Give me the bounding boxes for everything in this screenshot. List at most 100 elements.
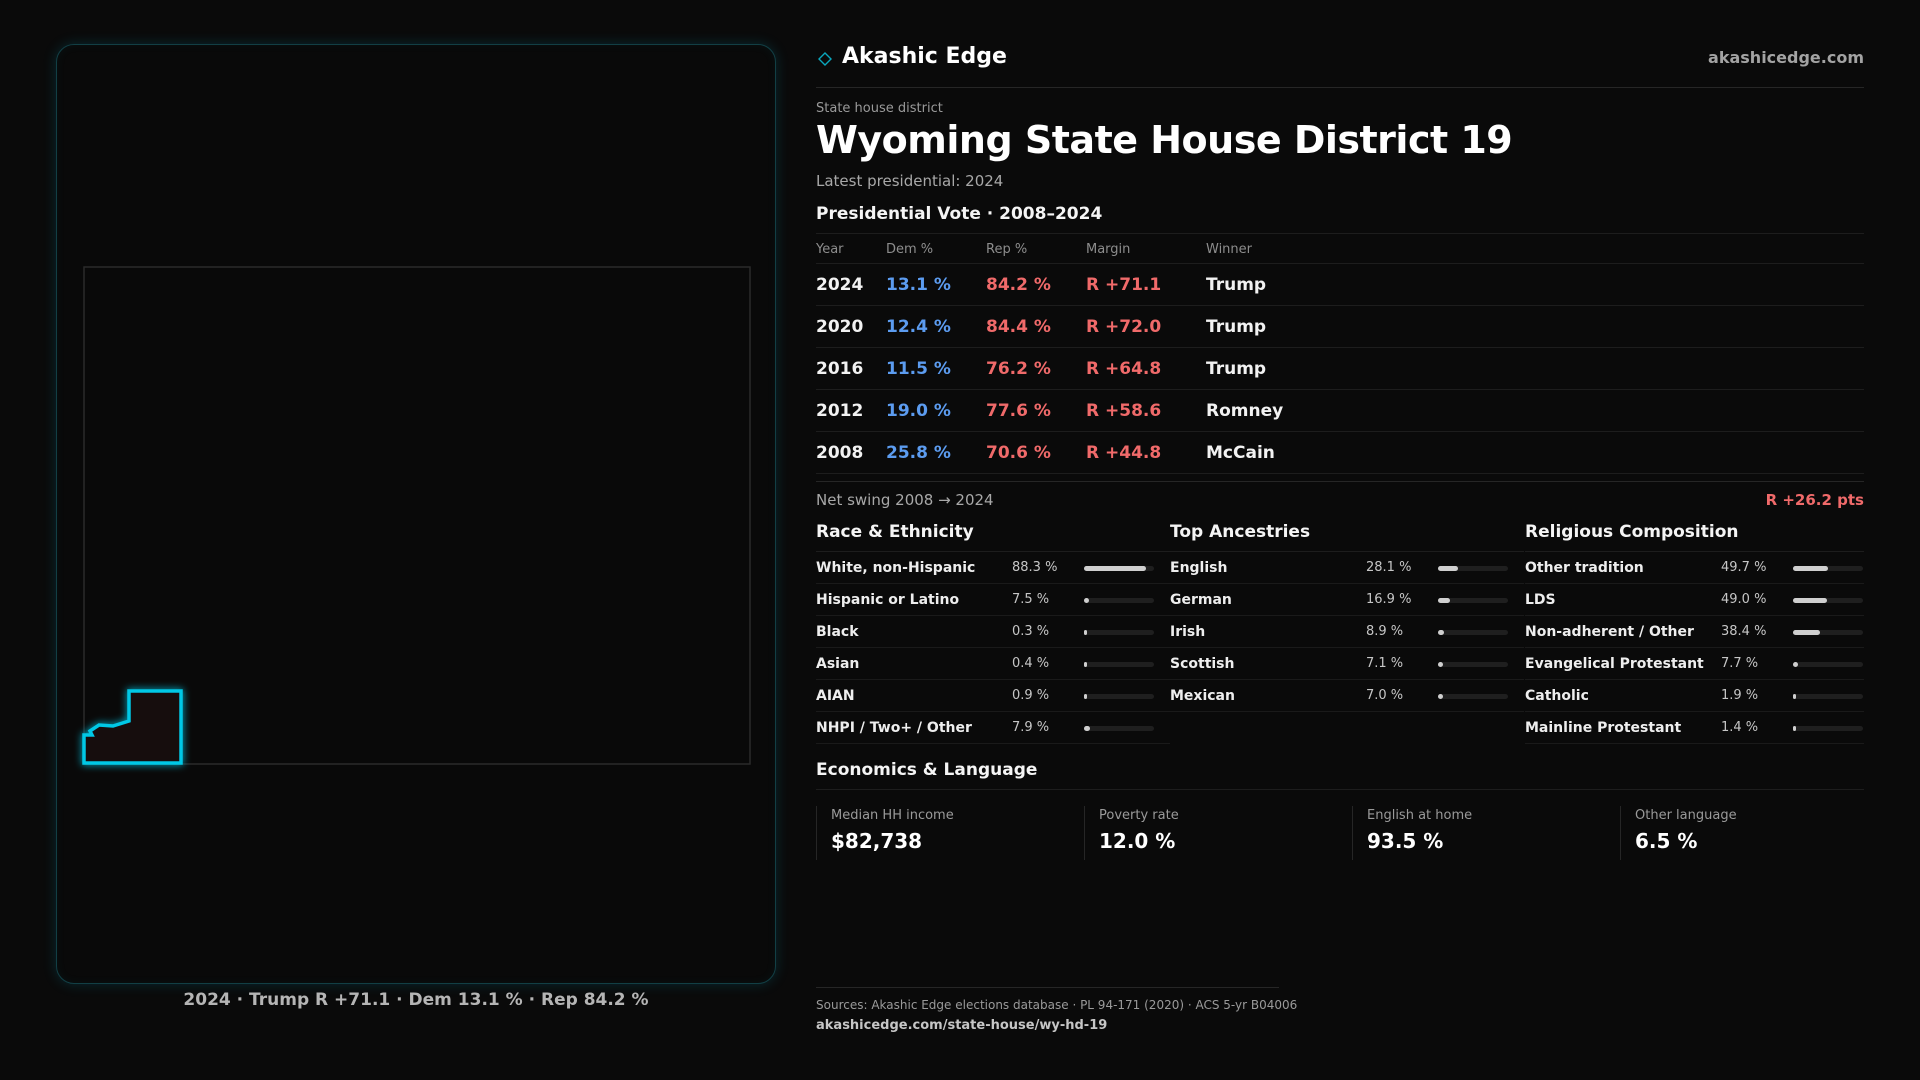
brand-url-link[interactable]: akashicedge.com xyxy=(1708,48,1864,67)
stat-value: 12.0 % xyxy=(1099,829,1176,853)
district-type-label: State house district xyxy=(816,101,943,116)
list-item: Mainline Protestant 1.4 % xyxy=(1525,712,1864,744)
stat-label: Poverty rate xyxy=(1099,808,1179,823)
share-bar-fill xyxy=(1793,662,1799,667)
share-bar xyxy=(1793,598,1863,603)
table-end-rule xyxy=(816,473,1864,474)
stat-label: Other language xyxy=(1635,808,1737,823)
table-row: 2024 13.1 % 84.2 % R +71.1 Trump xyxy=(816,263,1864,305)
margin-cell: R +58.6 xyxy=(1086,401,1162,421)
stat-value: $82,738 xyxy=(831,829,923,853)
rep-cell: 77.6 % xyxy=(986,401,1051,421)
diamond-icon xyxy=(818,52,832,66)
share-bar xyxy=(1438,662,1508,667)
poverty-rate-card: Poverty rate 12.0 % xyxy=(1084,806,1334,860)
item-label: German xyxy=(1170,592,1232,608)
col-header-year: Year xyxy=(816,242,844,257)
list-item: White, non-Hispanic 88.3 % xyxy=(816,552,1170,584)
share-bar-fill xyxy=(1084,662,1087,667)
table-row: 2020 12.4 % 84.4 % R +72.0 Trump xyxy=(816,305,1864,347)
district-map-panel[interactable] xyxy=(56,44,776,984)
item-label: Asian xyxy=(816,656,860,672)
share-bar-fill xyxy=(1084,694,1087,699)
share-bar-fill xyxy=(1438,566,1458,571)
dem-cell: 11.5 % xyxy=(886,359,951,379)
share-bar xyxy=(1084,662,1154,667)
map-caption: 2024 · Trump R +71.1 · Dem 13.1 % · Rep … xyxy=(183,990,649,1010)
table-header-row: Year Dem % Rep % Margin Winner xyxy=(816,233,1864,263)
dem-cell: 12.4 % xyxy=(886,317,951,337)
item-label: AIAN xyxy=(816,688,855,704)
item-value: 88.3 % xyxy=(1012,560,1058,575)
item-label: NHPI / Two+ / Other xyxy=(816,720,972,736)
presidential-vote-table: Year Dem % Rep % Margin Winner 2024 13.1… xyxy=(816,233,1864,474)
item-value: 28.1 % xyxy=(1366,560,1412,575)
share-bar-fill xyxy=(1438,694,1443,699)
median-income-card: Median HH income $82,738 xyxy=(816,806,1066,860)
item-label: Non-adherent / Other xyxy=(1525,624,1694,640)
section-title: Race & Ethnicity xyxy=(816,520,1170,552)
col-header-margin: Margin xyxy=(1086,242,1131,257)
item-label: Irish xyxy=(1170,624,1206,640)
year-cell: 2020 xyxy=(816,317,864,337)
item-value: 1.4 % xyxy=(1721,720,1759,735)
share-bar xyxy=(1793,630,1863,635)
permalink[interactable]: akashicedge.com/state-house/wy-hd-19 xyxy=(816,1018,1108,1033)
dem-cell: 13.1 % xyxy=(886,275,951,295)
list-item: LDS 49.0 % xyxy=(1525,584,1864,616)
item-value: 0.9 % xyxy=(1012,688,1050,703)
net-swing-row: Net swing 2008 → 2024 R +26.2 pts xyxy=(816,481,1864,521)
presidential-vote-heading: Presidential Vote · 2008–2024 xyxy=(816,204,1103,224)
brand-header: Akashic Edge akashicedge.com xyxy=(816,42,1864,74)
economics-cards: Median HH income $82,738 Poverty rate 12… xyxy=(816,806,1864,860)
stat-label: English at home xyxy=(1367,808,1473,823)
list-item: AIAN 0.9 % xyxy=(816,680,1170,712)
net-swing-label: Net swing 2008 → 2024 xyxy=(816,491,994,509)
winner-cell: Trump xyxy=(1206,359,1267,379)
item-label: Mainline Protestant xyxy=(1525,720,1682,736)
item-label: Scottish xyxy=(1170,656,1235,672)
item-value: 16.9 % xyxy=(1366,592,1412,607)
year-cell: 2012 xyxy=(816,401,864,421)
item-value: 0.4 % xyxy=(1012,656,1050,671)
item-label: Mexican xyxy=(1170,688,1235,704)
net-swing-value: R +26.2 pts xyxy=(1765,491,1864,509)
col-header-rep: Rep % xyxy=(986,242,1028,257)
district-shape[interactable] xyxy=(82,689,183,765)
item-value: 7.5 % xyxy=(1012,592,1050,607)
winner-cell: Trump xyxy=(1206,275,1267,295)
list-item: Mexican 7.0 % xyxy=(1170,680,1524,712)
winner-cell: Romney xyxy=(1206,401,1284,421)
rep-cell: 84.4 % xyxy=(986,317,1051,337)
share-bar-fill xyxy=(1793,566,1828,571)
share-bar xyxy=(1793,662,1863,667)
table-row: 2012 19.0 % 77.6 % R +58.6 Romney xyxy=(816,389,1864,431)
share-bar-fill xyxy=(1438,662,1443,667)
year-cell: 2024 xyxy=(816,275,864,295)
sources-text: Sources: Akashic Edge elections database… xyxy=(816,998,1298,1012)
dem-cell: 25.8 % xyxy=(886,443,951,463)
margin-cell: R +72.0 xyxy=(1086,317,1162,337)
list-item: Non-adherent / Other 38.4 % xyxy=(1525,616,1864,648)
share-bar xyxy=(1438,694,1508,699)
share-bar xyxy=(1084,726,1154,731)
dem-cell: 19.0 % xyxy=(886,401,951,421)
share-bar-fill xyxy=(1084,598,1090,603)
ancestries-section: Top Ancestries English 28.1 % German 16.… xyxy=(1170,520,1524,712)
rep-cell: 76.2 % xyxy=(986,359,1051,379)
section-title: Religious Composition xyxy=(1525,520,1864,552)
item-label: White, non-Hispanic xyxy=(816,560,976,576)
list-item: Scottish 7.1 % xyxy=(1170,648,1524,680)
share-bar xyxy=(1084,566,1154,571)
col-header-winner: Winner xyxy=(1206,242,1253,257)
district-map[interactable] xyxy=(57,45,777,985)
margin-cell: R +44.8 xyxy=(1086,443,1162,463)
stat-value: 6.5 % xyxy=(1635,829,1698,853)
list-item: Hispanic or Latino 7.5 % xyxy=(816,584,1170,616)
detail-panel: Akashic Edge akashicedge.com State house… xyxy=(816,0,1864,1080)
share-bar-fill xyxy=(1793,726,1796,731)
share-bar xyxy=(1084,598,1154,603)
section-title: Top Ancestries xyxy=(1170,520,1524,552)
item-value: 1.9 % xyxy=(1721,688,1759,703)
item-value: 7.0 % xyxy=(1366,688,1404,703)
